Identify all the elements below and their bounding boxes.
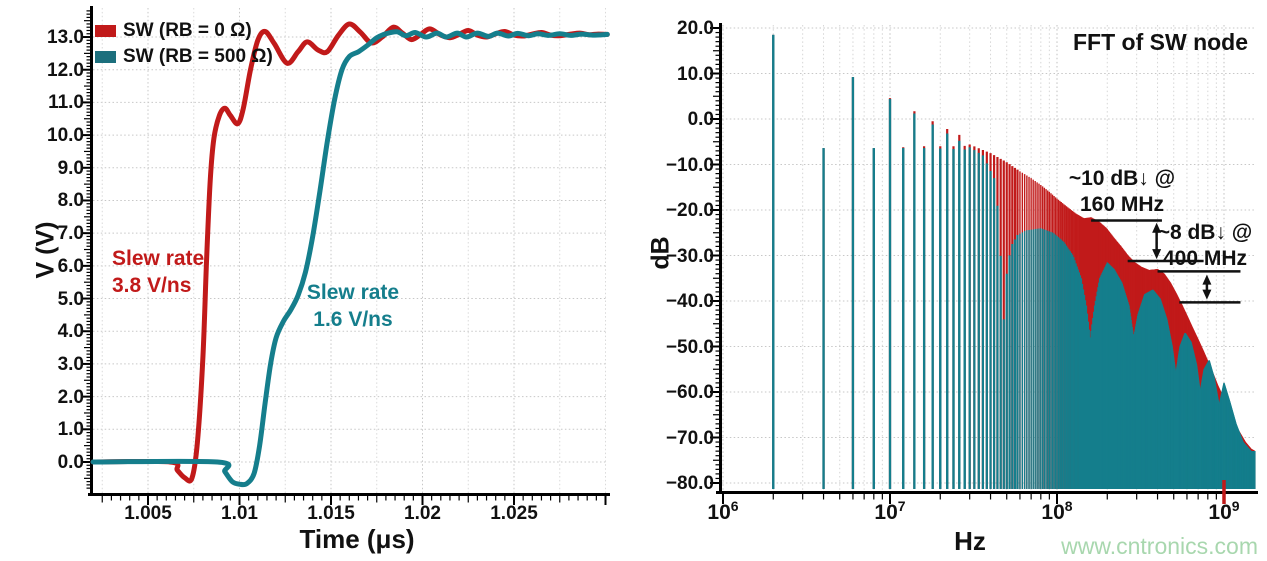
annotation-slew-rate-red: Slew rate 3.8 V/ns — [112, 245, 204, 299]
left-y-tick-label: 1.0 — [57, 419, 84, 441]
right-x-tick-label: 109 — [1208, 498, 1240, 524]
left-y-tick-label: 10.0 — [47, 125, 84, 147]
right-y-tick-label: −50.0 — [665, 336, 714, 358]
left-y-tick-label: 12.0 — [47, 59, 84, 81]
annotation-slew-rate-teal-line1: Slew rate — [306, 281, 400, 304]
right-x-tick-label: 106 — [707, 498, 739, 524]
annotation-fft-400mhz: ~8 dB↓ @ 400 MHz — [1150, 220, 1260, 272]
annotation-fft-160mhz-line2: 160 MHz — [1079, 193, 1165, 216]
right-y-tick-label: −20.0 — [665, 200, 714, 221]
right-y-tick-label: −70.0 — [665, 427, 714, 449]
legend: SW (RB = 0 Ω) SW (RB = 500 Ω) — [95, 18, 273, 70]
legend-label-rb500: SW (RB = 500 Ω) — [123, 46, 273, 67]
legend-label-rb0: SW (RB = 0 Ω) — [123, 20, 252, 41]
x-axis-label-hz: Hz — [954, 526, 986, 556]
annotation-fft-400mhz-line1: ~8 dB↓ @ — [1157, 221, 1253, 244]
left-y-tick-label: 9.0 — [57, 157, 84, 179]
left-x-tick-label: 1.015 — [307, 503, 355, 524]
left-y-tick-label: 0.0 — [57, 452, 84, 473]
legend-swatch-red-icon — [95, 25, 116, 37]
right-y-tick-label: 20.0 — [677, 18, 714, 39]
right-y-tick-label: 10.0 — [677, 63, 714, 85]
annotation-slew-rate-red-line2: 3.8 V/ns — [112, 274, 192, 297]
left-y-tick-label: 2.0 — [57, 386, 84, 408]
left-x-tick-label: 1.025 — [490, 503, 538, 524]
legend-item-rb500: SW (RB = 500 Ω) — [95, 44, 273, 70]
right-y-tick-label: −30.0 — [665, 245, 714, 267]
right-x-tick-label: 108 — [1041, 498, 1073, 524]
left-x-tick-label: 1.005 — [124, 503, 172, 524]
right-y-tick-label: −10.0 — [665, 154, 714, 176]
left-y-tick-label: 11.0 — [48, 92, 84, 114]
right-x-tick-label: 107 — [874, 498, 906, 524]
left-x-tick-label: 1.02 — [404, 503, 441, 524]
x-axis-label-time: Time (μs) — [299, 524, 415, 554]
right-y-tick-label: −60.0 — [665, 382, 714, 403]
left-y-tick-label: 6.0 — [57, 255, 84, 277]
left-y-tick-label: 13.0 — [47, 27, 84, 49]
annotation-slew-rate-red-line1: Slew rate — [112, 247, 205, 270]
left-y-tick-label: 8.0 — [57, 190, 84, 212]
legend-swatch-teal-icon — [95, 51, 116, 63]
annotation-slew-rate-teal: Slew rate 1.6 V/ns — [303, 279, 403, 333]
fft-title: FFT of SW node — [1073, 29, 1249, 55]
annotation-fft-160mhz-line1: ~10 dB↓ @ — [1068, 167, 1176, 190]
right-y-tick-label: −40.0 — [665, 291, 714, 312]
left-y-tick-label: 3.0 — [57, 353, 84, 375]
left-y-tick-label: 4.0 — [57, 321, 84, 343]
right-y-tick-label: −80.0 — [665, 473, 714, 494]
left-y-tick-label: 7.0 — [57, 223, 84, 245]
left-y-tick-label: 5.0 — [57, 288, 84, 310]
left-x-tick-label: 1.01 — [221, 503, 258, 524]
watermark: www.cntronics.com — [1061, 533, 1258, 559]
right-y-tick-label: 0.0 — [687, 109, 714, 130]
annotation-fft-160mhz: ~10 dB↓ @ 160 MHz — [1066, 166, 1178, 218]
legend-item-rb0: SW (RB = 0 Ω) — [95, 18, 273, 44]
annotation-fft-400mhz-line2: 400 MHz — [1162, 247, 1248, 270]
annotation-slew-rate-teal-line2: 1.6 V/ns — [313, 308, 393, 331]
